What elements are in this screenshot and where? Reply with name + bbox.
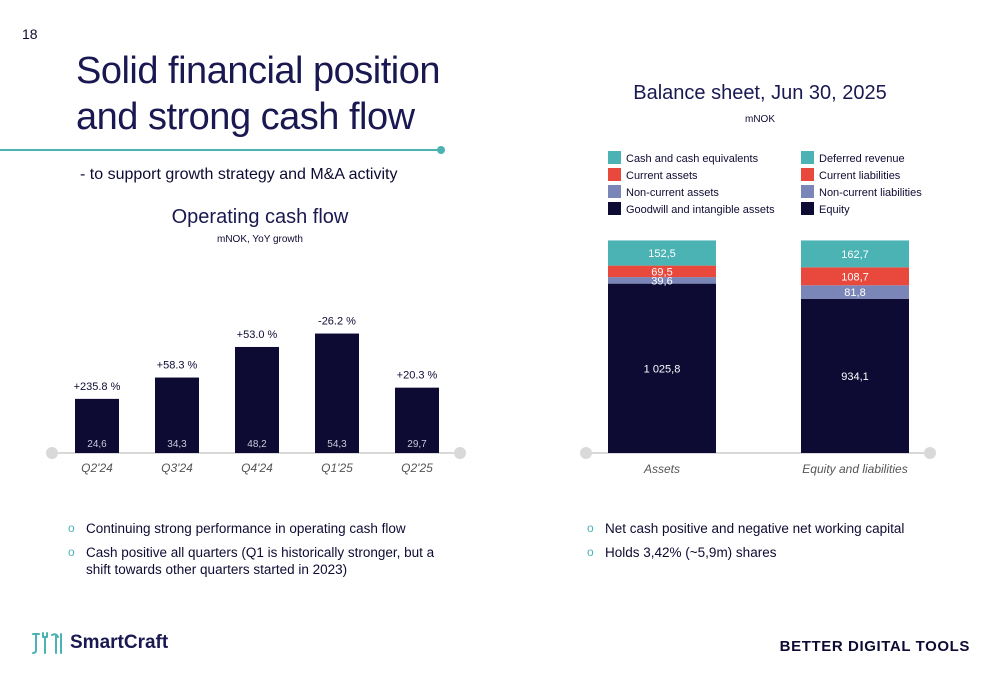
title-divider-dot: [437, 146, 445, 154]
bs-segment-label: 39,6: [651, 275, 672, 287]
ocf-growth-label: -26.2 %: [318, 316, 356, 328]
ocf-bullets: o Continuing strong performance in operat…: [68, 520, 438, 585]
bullet-text: Cash positive all quarters (Q1 is histor…: [86, 545, 435, 577]
ocf-chart: 24,6 +235.8 % Q2'24 34,3 +58.3 % Q3'24 48,2 +53…: [46, 316, 466, 475]
ocf-category-label: Q2'24: [81, 461, 113, 475]
ocf-axis-end-cap: [454, 447, 466, 459]
ocf-bar: [235, 346, 279, 453]
legend-swatch: [801, 202, 814, 215]
bs-segment-label: 69,5: [651, 266, 672, 278]
ocf-value-label: 48,2: [247, 439, 267, 450]
bs-chart-title: Balance sheet, Jun 30, 2025: [633, 82, 887, 104]
page-title-line-2: and strong cash flow: [76, 96, 415, 138]
bs-axis-start-cap: [580, 447, 592, 459]
bs-segment: [801, 298, 909, 453]
bs-category-label: Equity and liabilities: [802, 462, 907, 476]
bs-segment-label: 162,7: [841, 249, 869, 261]
ocf-growth-label: +20.3 %: [397, 370, 438, 382]
page-number: 18: [22, 26, 38, 42]
bullet-circle-icon: o: [587, 545, 594, 559]
ocf-category-label: Q1'25: [321, 461, 353, 475]
brand-name: SmartCraft: [70, 632, 169, 653]
bs-chart-unit: mNOK: [745, 114, 775, 125]
legend-label: Current liabilities: [819, 170, 901, 182]
ocf-growth-label: +235.8 %: [74, 381, 121, 393]
bs-segment-label: 108,7: [841, 271, 869, 283]
ocf-category-label: Q3'24: [161, 461, 193, 475]
bs-segment: [801, 267, 909, 286]
bs-segment: [608, 265, 716, 278]
bs-segment-label: 81,8: [844, 287, 865, 299]
bullet-circle-icon: o: [68, 545, 75, 559]
bs-axis-end-cap: [924, 447, 936, 459]
ocf-chart-unit: mNOK, YoY growth: [217, 234, 303, 245]
legend-swatch: [801, 151, 814, 164]
bullet-item: o Continuing strong performance in operat…: [68, 520, 438, 537]
ocf-value-label: 34,3: [167, 439, 187, 450]
bs-segment: [608, 277, 716, 284]
bullet-circle-icon: o: [68, 521, 75, 535]
legend-label: Deferred revenue: [819, 153, 905, 165]
bs-segment: [801, 240, 909, 268]
legend-swatch: [608, 202, 621, 215]
legend-swatch: [608, 151, 621, 164]
legend-label: Equity: [819, 204, 850, 216]
legend-swatch: [608, 185, 621, 198]
legend-label: Non-current assets: [626, 187, 719, 199]
legend-label: Non-current liabilities: [819, 187, 922, 199]
legend-label: Cash and cash equivalents: [626, 153, 759, 165]
ocf-growth-label: +53.0 %: [237, 329, 278, 341]
bs-segment: [608, 283, 716, 453]
bs-segment-label: 152,5: [648, 248, 676, 260]
legend-label: Goodwill and intangible assets: [626, 204, 775, 216]
ocf-category-label: Q4'24: [241, 461, 273, 475]
ocf-bar: [75, 398, 119, 453]
page-subtitle: - to support growth strategy and M&A act…: [80, 166, 398, 183]
bs-chart: 1 025,8 39,669,5 152,5 Assets 934,1 81,8 108,7…: [580, 240, 936, 476]
ocf-value-label: 29,7: [407, 439, 427, 450]
bullet-item: o Net cash positive and negative net work…: [587, 520, 957, 537]
bs-chart-legend: Cash and cash equivalents Deferred revenu…: [608, 151, 922, 216]
bullet-text: Holds 3,42% (~5,9m) shares: [605, 545, 777, 560]
legend-label: Current assets: [626, 170, 698, 182]
bs-segment: [608, 240, 716, 266]
bs-category-label: Assets: [643, 462, 680, 476]
bs-segment: [801, 285, 909, 299]
bullet-item: o Cash positive all quarters (Q1 is histo…: [68, 544, 438, 578]
brand-logo: SmartCraft: [30, 630, 168, 656]
ocf-category-label: Q2'25: [401, 461, 433, 475]
bullet-circle-icon: o: [587, 521, 594, 535]
brand-tagline: BETTER DIGITAL TOOLS: [779, 638, 970, 655]
bs-segment-label: 1 025,8: [644, 363, 681, 375]
ocf-axis-start-cap: [46, 447, 58, 459]
bullet-item: o Holds 3,42% (~5,9m) shares: [587, 544, 957, 561]
ocf-value-label: 54,3: [327, 439, 347, 450]
bullet-text: Net cash positive and negative net worki…: [605, 521, 905, 536]
ocf-chart-title: Operating cash flow: [171, 206, 349, 228]
legend-swatch: [608, 168, 621, 181]
ocf-growth-label: +58.3 %: [157, 360, 198, 372]
title-divider: [0, 149, 440, 151]
bs-bullets: o Net cash positive and negative net work…: [587, 520, 957, 568]
brand-tools-icon: [32, 632, 62, 654]
ocf-bar: [315, 333, 359, 453]
ocf-bar: [395, 387, 439, 453]
bs-segment-label: 934,1: [841, 371, 869, 383]
legend-swatch: [801, 168, 814, 181]
ocf-value-label: 24,6: [87, 439, 107, 450]
bullet-text: Continuing strong performance in operati…: [86, 521, 406, 536]
ocf-bar: [155, 377, 199, 453]
page-title-line-1: Solid financial position: [76, 50, 441, 92]
legend-swatch: [801, 185, 814, 198]
page-title: Solid financial position and strong cash…: [76, 48, 441, 140]
